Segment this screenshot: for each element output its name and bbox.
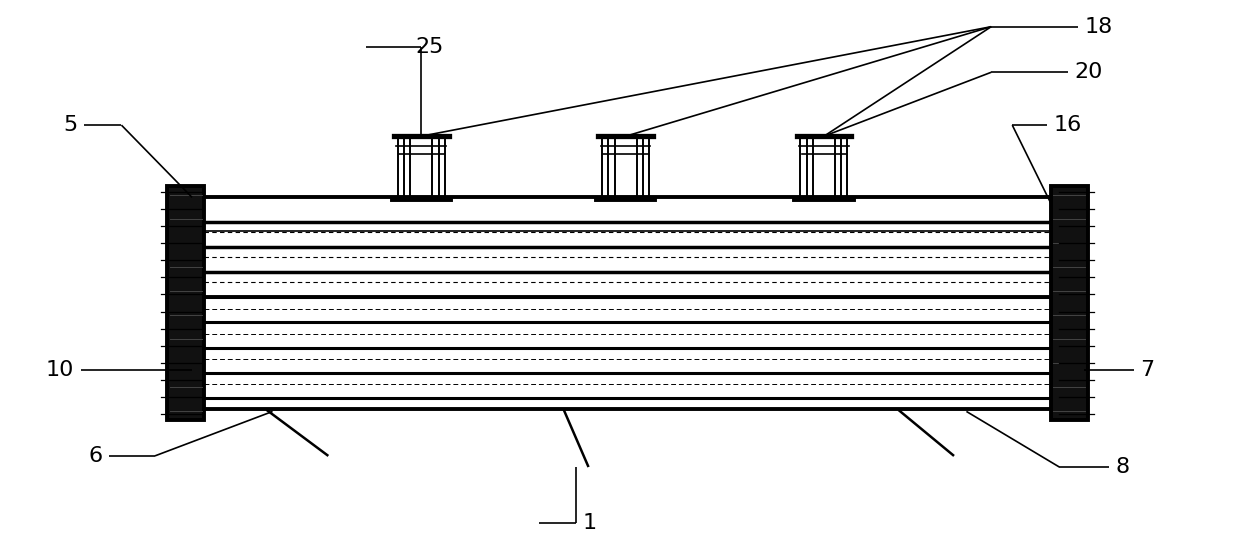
Polygon shape [167, 186, 204, 420]
Polygon shape [1051, 186, 1088, 420]
Text: 5: 5 [63, 115, 78, 135]
Text: 18: 18 [1084, 17, 1113, 37]
Polygon shape [192, 197, 1072, 409]
Text: 25: 25 [415, 37, 444, 57]
Text: 20: 20 [1074, 62, 1103, 82]
Text: 7: 7 [1140, 360, 1154, 380]
Text: 10: 10 [46, 360, 74, 380]
Text: 1: 1 [582, 513, 596, 533]
Text: 16: 16 [1053, 115, 1082, 135]
Text: 6: 6 [89, 446, 103, 466]
Text: 8: 8 [1115, 457, 1129, 477]
